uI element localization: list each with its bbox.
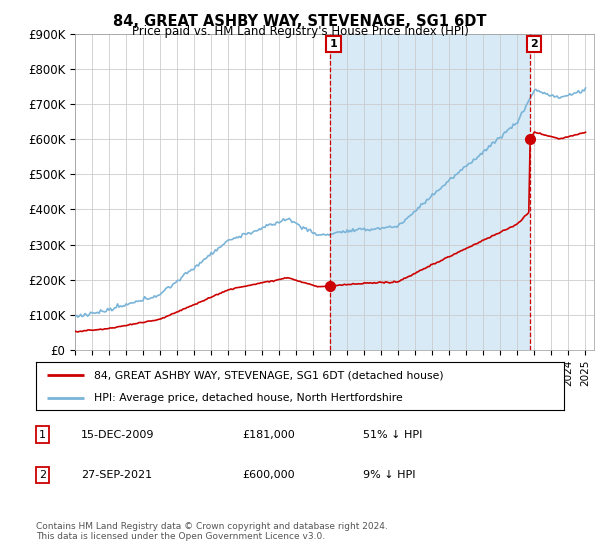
Text: 1: 1 xyxy=(39,430,46,440)
Text: 2: 2 xyxy=(39,470,46,480)
Text: 84, GREAT ASHBY WAY, STEVENAGE, SG1 6DT (detached house): 84, GREAT ASHBY WAY, STEVENAGE, SG1 6DT … xyxy=(94,370,444,380)
Text: 9% ↓ HPI: 9% ↓ HPI xyxy=(364,470,416,480)
Bar xyxy=(329,34,530,350)
Text: 84, GREAT ASHBY WAY, STEVENAGE, SG1 6DT: 84, GREAT ASHBY WAY, STEVENAGE, SG1 6DT xyxy=(113,14,487,29)
Text: 27-SEP-2021: 27-SEP-2021 xyxy=(81,470,152,480)
Text: Price paid vs. HM Land Registry's House Price Index (HPI): Price paid vs. HM Land Registry's House … xyxy=(131,25,469,38)
Text: £600,000: £600,000 xyxy=(242,470,295,480)
Text: 1: 1 xyxy=(329,39,337,49)
Text: HPI: Average price, detached house, North Hertfordshire: HPI: Average price, detached house, Nort… xyxy=(94,393,403,403)
Text: 2: 2 xyxy=(530,39,538,49)
Text: 15-DEC-2009: 15-DEC-2009 xyxy=(81,430,154,440)
Text: £181,000: £181,000 xyxy=(242,430,295,440)
Text: 51% ↓ HPI: 51% ↓ HPI xyxy=(364,430,423,440)
Text: Contains HM Land Registry data © Crown copyright and database right 2024.
This d: Contains HM Land Registry data © Crown c… xyxy=(36,522,388,542)
